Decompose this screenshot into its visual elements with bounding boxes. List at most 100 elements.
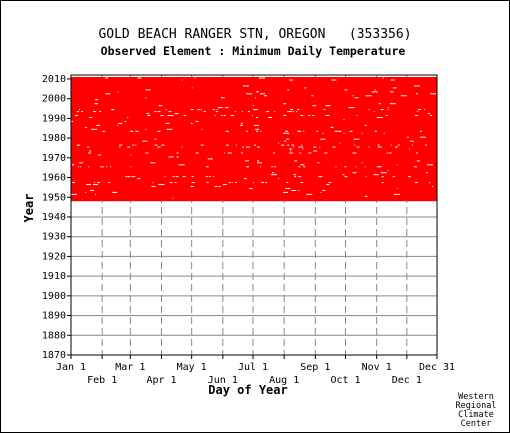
missing-data-gap: [220, 115, 223, 117]
missing-data-gap: [344, 176, 348, 178]
missing-data-gap: [165, 122, 170, 124]
missing-data-gap: [320, 176, 323, 178]
missing-data-gap: [331, 79, 337, 81]
missing-data-gap: [383, 132, 385, 134]
x-tick-label: Oct 1: [330, 375, 360, 386]
missing-data-gap: [390, 144, 392, 146]
missing-data-gap: [77, 111, 80, 113]
y-tick-label: 1950: [42, 192, 66, 203]
missing-data-gap: [174, 182, 177, 184]
missing-data-gap: [406, 136, 409, 138]
missing-data-gap: [424, 144, 427, 146]
missing-data-gap: [298, 189, 300, 191]
missing-data-gap: [379, 146, 382, 148]
missing-data-gap: [293, 111, 295, 113]
missing-data-gap: [352, 152, 354, 154]
missing-data-gap: [157, 130, 161, 132]
missing-data-gap: [77, 144, 81, 146]
missing-data-gap: [130, 130, 134, 132]
missing-data-gap: [313, 146, 317, 148]
missing-data-gap: [93, 111, 97, 113]
missing-data-gap: [414, 115, 418, 117]
missing-data-gap: [268, 117, 273, 118]
y-tick-label: 2000: [42, 94, 66, 105]
missing-data-gap: [78, 166, 80, 168]
missing-data-gap: [376, 117, 383, 118]
y-tick-label: 1970: [42, 153, 66, 164]
missing-data-gap: [259, 77, 266, 79]
missing-data-gap: [132, 144, 135, 146]
missing-data-gap: [94, 182, 96, 184]
missing-data-gap: [373, 174, 379, 176]
missing-data-gap: [287, 89, 290, 91]
missing-data-gap: [165, 109, 167, 111]
missing-data-gap: [97, 182, 101, 184]
missing-data-gap: [218, 186, 221, 187]
missing-data-gap: [272, 172, 275, 174]
missing-data-gap: [286, 138, 290, 140]
missing-data-gap: [343, 132, 345, 134]
missing-data-gap: [212, 109, 215, 111]
missing-data-gap: [427, 113, 430, 115]
missing-data-gap: [164, 176, 166, 178]
missing-data-gap: [361, 132, 363, 134]
missing-data-gap: [293, 174, 297, 176]
missing-data-gap: [431, 186, 433, 187]
x-tick-label: Dec 1: [392, 375, 422, 386]
missing-data-gap: [303, 166, 306, 168]
missing-data-gap: [283, 132, 290, 134]
missing-data-gap: [386, 152, 388, 154]
missing-data-gap: [255, 128, 260, 130]
missing-data-gap: [300, 164, 305, 166]
missing-data-gap: [86, 184, 92, 186]
missing-data-gap: [146, 113, 150, 115]
missing-data-gap: [167, 115, 171, 117]
missing-data-gap: [337, 130, 339, 132]
missing-data-gap: [335, 166, 337, 168]
missing-data-gap: [118, 122, 123, 124]
missing-data-gap: [334, 130, 338, 132]
chart-subtitle: Observed Element : Minimum Daily Tempera…: [101, 44, 406, 58]
missing-data-gap: [89, 117, 93, 118]
missing-data-gap: [324, 152, 328, 154]
missing-data-gap: [194, 77, 196, 79]
missing-data-gap: [319, 146, 321, 148]
missing-data-gap: [161, 144, 163, 146]
missing-data-gap: [166, 128, 173, 130]
missing-data-gap: [91, 128, 98, 130]
missing-data-gap: [371, 91, 378, 93]
missing-data-gap: [285, 187, 291, 189]
missing-data-gap: [111, 109, 114, 111]
missing-data-gap: [225, 144, 229, 146]
missing-data-gap: [387, 109, 389, 111]
missing-data-gap: [234, 111, 236, 113]
missing-data-gap: [392, 87, 397, 89]
missing-data-gap: [292, 152, 294, 154]
missing-data-gap: [168, 111, 172, 113]
missing-data-gap: [257, 162, 263, 164]
missing-data-gap: [298, 176, 302, 178]
missing-data-gap: [271, 166, 274, 168]
missing-data-gap: [356, 146, 360, 148]
y-axis-ticks: 2010 2000 1990 1980 1970 1960 1950 1940 1930 1920…: [42, 74, 71, 361]
missing-data-gap: [325, 105, 331, 107]
missing-data-gap: [154, 111, 157, 113]
missing-data-gap: [181, 146, 183, 148]
missing-data-gap: [252, 182, 254, 184]
missing-data-gap: [214, 115, 216, 117]
missing-data-gap: [300, 146, 304, 148]
missing-data-gap: [413, 166, 417, 168]
missing-data-gap: [206, 182, 209, 184]
missing-data-gap: [381, 182, 384, 184]
missing-data-gap: [274, 111, 276, 113]
missing-data-gap: [191, 182, 195, 184]
missing-data-gap: [215, 111, 218, 113]
missing-data-gap: [308, 115, 311, 117]
missing-data-gap: [382, 77, 384, 79]
y-tick-label: 1890: [42, 311, 66, 322]
missing-data-gap: [154, 144, 158, 146]
missing-data-gap: [323, 109, 326, 111]
missing-data-gap: [147, 115, 151, 117]
missing-data-gap: [251, 115, 253, 117]
missing-data-gap: [190, 186, 194, 187]
